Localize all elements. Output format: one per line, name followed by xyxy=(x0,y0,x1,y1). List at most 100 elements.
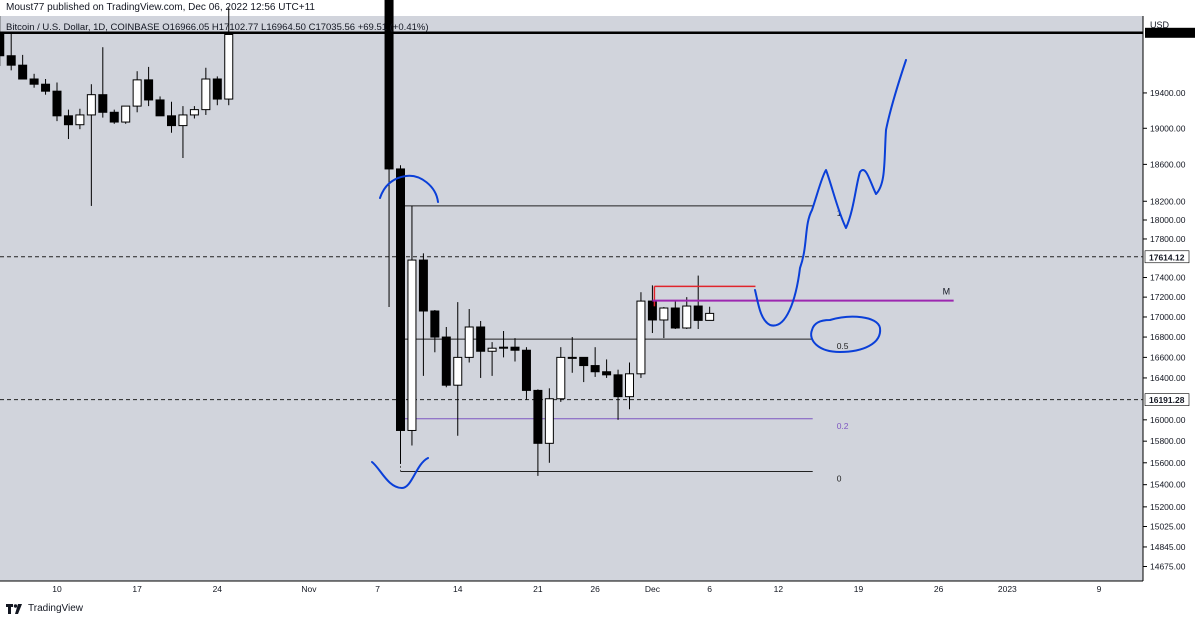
price-tick-label: 16400.00 xyxy=(1150,373,1186,383)
candle xyxy=(178,106,188,159)
candles xyxy=(0,0,715,476)
candle xyxy=(556,347,566,402)
candle-body xyxy=(212,78,222,100)
candle-body xyxy=(6,55,16,66)
time-tick-label: 26 xyxy=(590,584,600,594)
price-tick-label: 15800.00 xyxy=(1150,436,1186,446)
candle xyxy=(75,108,85,130)
candle-body xyxy=(109,111,119,123)
price-tick-label: 16600.00 xyxy=(1150,352,1186,362)
candle xyxy=(579,356,589,383)
candle xyxy=(499,331,509,358)
candle xyxy=(52,82,62,122)
candle xyxy=(476,320,486,378)
candle xyxy=(521,347,531,400)
candle xyxy=(659,307,669,339)
candle-body xyxy=(384,0,394,170)
candle xyxy=(201,67,211,115)
candle xyxy=(590,347,600,377)
candle xyxy=(625,362,634,410)
price-tick-label: 14845.00 xyxy=(1150,542,1186,552)
candle-body xyxy=(693,305,703,321)
candle-body xyxy=(499,346,509,349)
candle-body xyxy=(418,259,428,312)
candle xyxy=(464,309,474,363)
candle-body xyxy=(98,94,108,113)
candle-body xyxy=(670,307,680,329)
price-tick-label: 17400.00 xyxy=(1150,273,1186,283)
price-badge xyxy=(1144,393,1190,406)
price-tick-label: 18200.00 xyxy=(1150,196,1186,206)
time-tick-label: 19 xyxy=(854,584,864,594)
time-tick-label: 17 xyxy=(132,584,142,594)
candle-body xyxy=(613,374,623,398)
price-axis[interactable]: USD 19400.00 19000.00 18600.00 18200.00 18000… xyxy=(1143,20,1195,571)
published-line: Moust77 published on TradingView.com, De… xyxy=(6,2,315,13)
candle xyxy=(670,301,680,329)
hand-drawings[interactable] xyxy=(371,59,907,489)
candle-body xyxy=(567,356,577,359)
blue-projection-path[interactable] xyxy=(754,59,907,327)
candle xyxy=(167,101,176,133)
time-axis[interactable]: 10 17 24 Nov 7 14 21 26 Dec 6 12 19 26 2023 9 xyxy=(52,584,1101,594)
candle-body xyxy=(167,115,176,127)
candle-body xyxy=(201,78,211,111)
candle-body xyxy=(579,356,589,367)
candle xyxy=(86,84,96,206)
price-tick-label: 16800.00 xyxy=(1150,332,1186,342)
candle-body xyxy=(544,398,554,444)
candle-body xyxy=(52,90,62,117)
candle-body xyxy=(476,326,486,352)
candle-body xyxy=(155,99,165,117)
candle-body xyxy=(86,94,96,116)
time-tick-label: 12 xyxy=(774,584,784,594)
candle xyxy=(396,165,405,464)
candle xyxy=(224,7,234,106)
price-chart[interactable]: 10.50.20 M Bitcoin / U.S. Dollar, 1D, CO… xyxy=(0,0,1200,600)
candle xyxy=(212,76,222,106)
candle-body xyxy=(41,83,51,92)
blue-arc-top[interactable] xyxy=(379,174,439,203)
candle-body xyxy=(682,305,692,329)
candle-body xyxy=(178,114,188,127)
candle xyxy=(41,78,51,95)
candle xyxy=(155,96,165,117)
time-tick-label: 10 xyxy=(52,584,62,594)
candle-body xyxy=(705,312,715,321)
tradingview-logo-icon xyxy=(6,604,22,614)
price-badge xyxy=(1144,250,1190,264)
candle-body xyxy=(602,371,612,376)
time-tick-label: 14 xyxy=(453,584,463,594)
candle-body xyxy=(396,168,405,431)
blue-circle-0-5[interactable] xyxy=(810,315,882,353)
price-tick-label: 17800.00 xyxy=(1150,234,1186,244)
candle-body xyxy=(144,79,154,101)
annotation-lines[interactable]: M xyxy=(652,285,954,307)
candle xyxy=(189,106,199,119)
blue-arc-bottom[interactable] xyxy=(371,457,429,489)
time-tick-label: 21 xyxy=(533,584,543,594)
candle xyxy=(602,359,612,378)
candle-body xyxy=(533,389,543,444)
candle xyxy=(407,205,417,446)
price-badge-top xyxy=(1145,27,1195,38)
candle xyxy=(636,292,646,378)
midline-label: M xyxy=(943,287,951,297)
candle xyxy=(63,109,73,140)
candle-body xyxy=(63,115,73,126)
price-tick-label: 15025.00 xyxy=(1150,521,1186,531)
candle-body xyxy=(659,307,669,321)
candle-body xyxy=(75,114,85,126)
candle xyxy=(682,297,692,329)
candle-body xyxy=(556,356,566,400)
price-tick-label: 18600.00 xyxy=(1150,159,1186,169)
footer: TradingView xyxy=(6,601,83,617)
candle-body xyxy=(464,326,474,358)
candle-body xyxy=(189,109,199,116)
candle-body xyxy=(521,349,531,391)
candle xyxy=(0,16,5,67)
candle-body xyxy=(625,373,634,398)
chart-header: Moust77 published on TradingView.com, De… xyxy=(0,0,1200,16)
candle xyxy=(453,302,463,436)
candle-body xyxy=(590,365,600,373)
